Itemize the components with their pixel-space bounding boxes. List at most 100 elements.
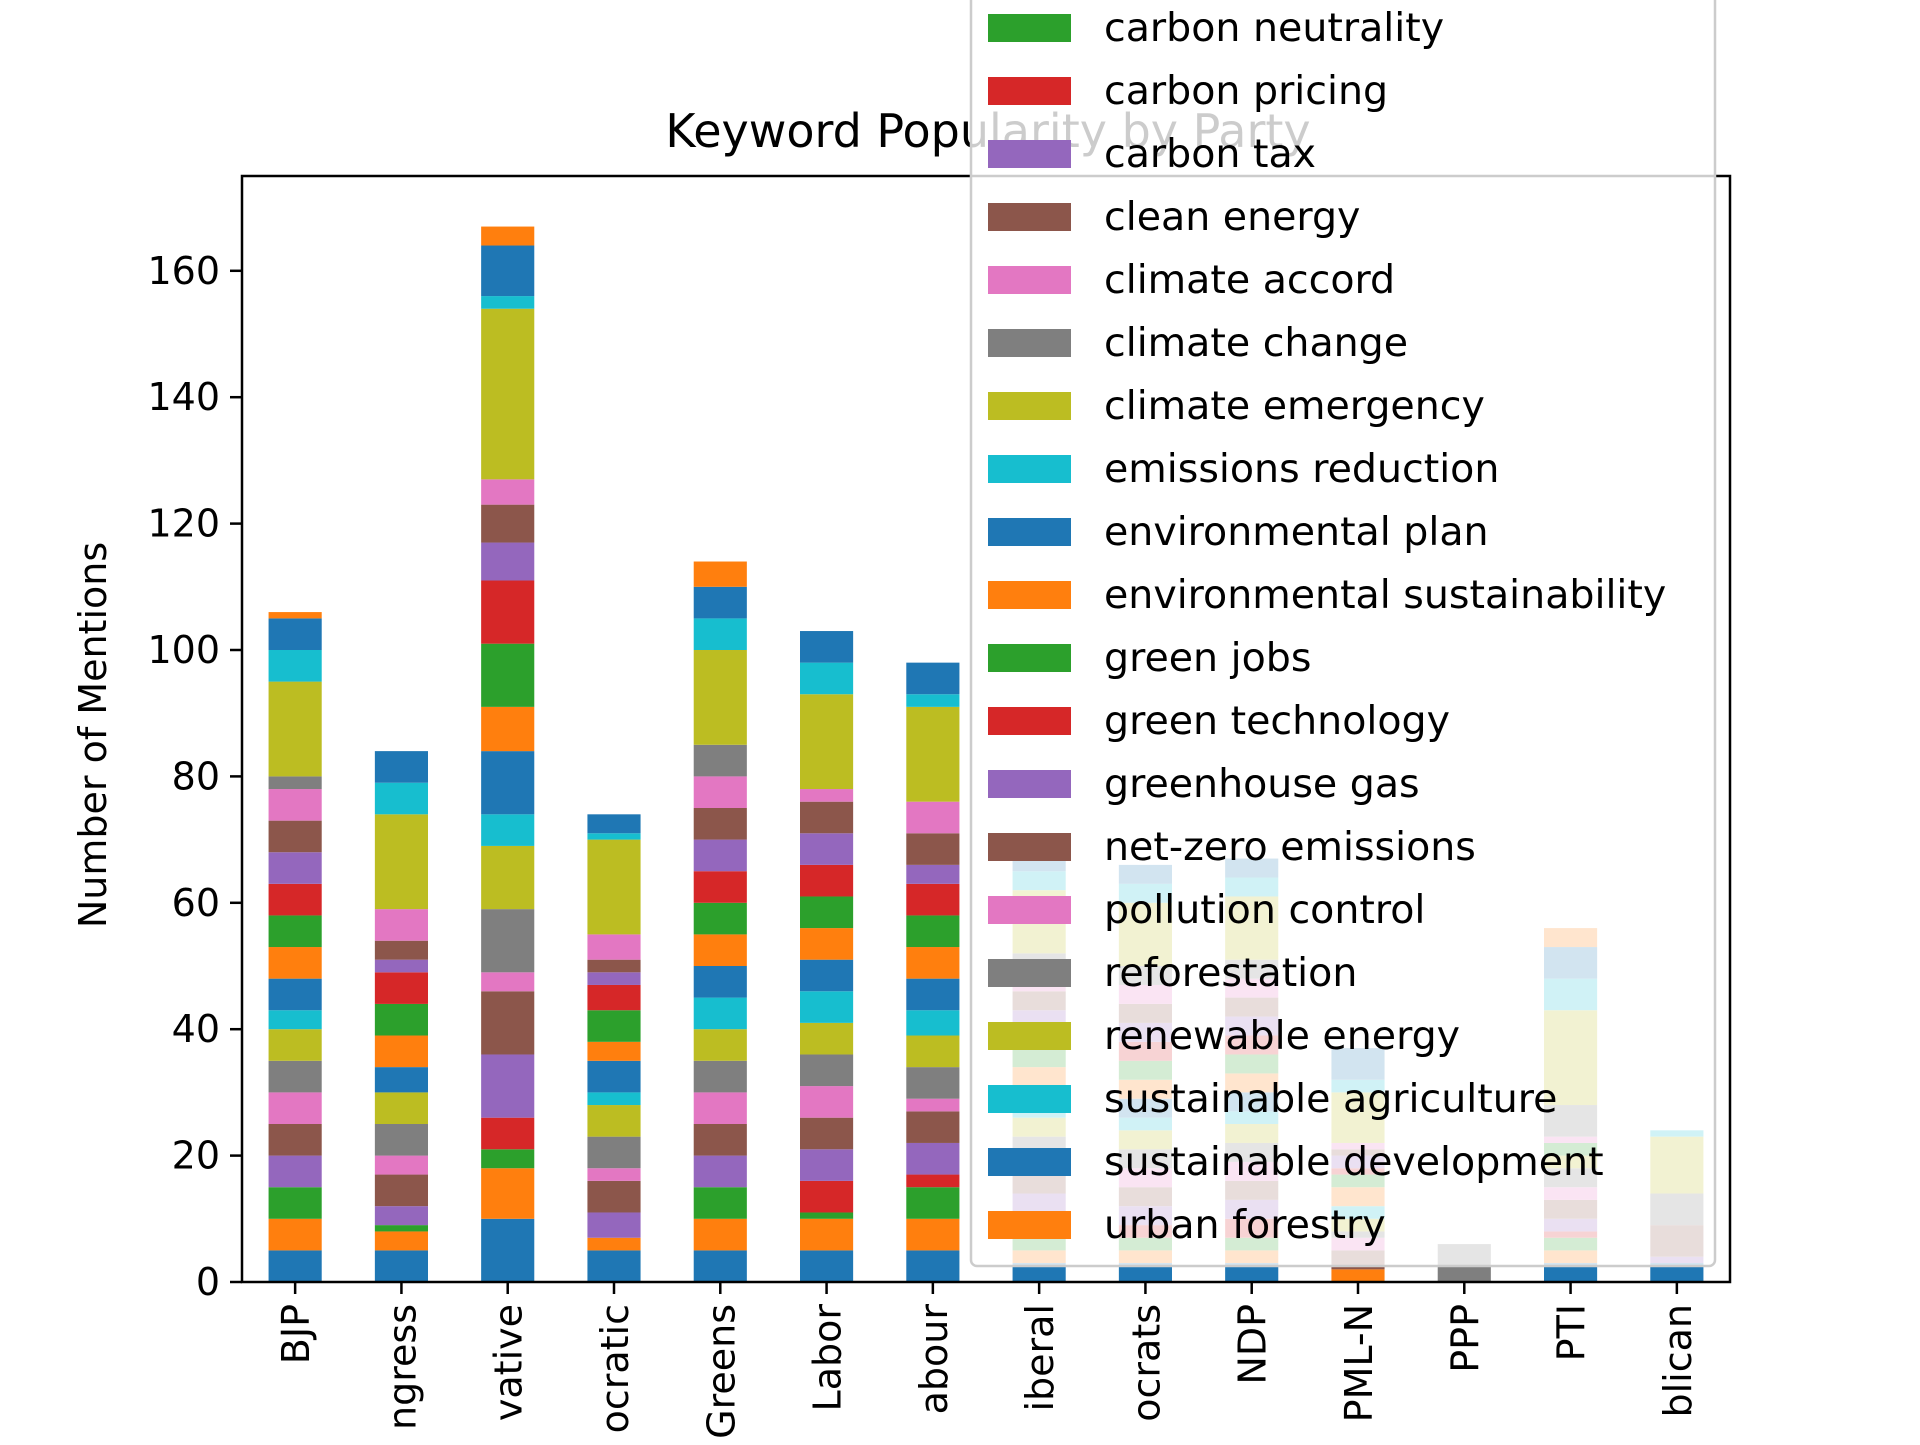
bar-segment <box>481 845 535 910</box>
legend-entry: greenhouse gas <box>988 761 1420 807</box>
x-tick-label: Greens <box>699 1304 743 1439</box>
bar-segment <box>800 1180 854 1213</box>
x-tick-label: PPP <box>1443 1304 1487 1373</box>
x-tick-label: blican <box>1656 1304 1700 1418</box>
legend-swatch <box>988 1085 1071 1113</box>
legend-entry: reforestation <box>988 950 1357 996</box>
bar-segment <box>587 1212 641 1238</box>
bar-segment <box>587 959 641 973</box>
bar-segment <box>481 706 535 752</box>
bar-segment <box>374 782 428 815</box>
y-axis: 0 20 40 60 80 100 120 140 160 <box>147 249 242 1304</box>
bar-segment <box>374 1124 428 1156</box>
legend-label: sustainable agriculture <box>1104 1076 1557 1122</box>
x-tick-label: ocrats <box>1124 1304 1168 1422</box>
legend-swatch <box>988 455 1071 483</box>
bar-segment <box>268 618 322 650</box>
bar-segment <box>587 1060 641 1093</box>
legend-label: net-zero emissions <box>1104 824 1476 870</box>
bar-segment <box>268 947 322 979</box>
bar-segment <box>481 972 535 992</box>
bar-segment <box>481 245 535 297</box>
bar-segment <box>374 1206 428 1226</box>
bar-segment <box>693 561 747 587</box>
bar-segment <box>268 1092 322 1124</box>
bar-stack-6 <box>800 631 854 1282</box>
bar-segment <box>587 1180 641 1213</box>
legend-entry: renewable energy <box>988 1013 1460 1059</box>
bar-segment <box>587 1105 641 1137</box>
bar-segment <box>587 814 641 834</box>
bar-segment <box>1225 1263 1279 1282</box>
legend-swatch <box>988 833 1071 861</box>
legend-label: emissions reduction <box>1104 446 1499 492</box>
bar-segment <box>587 984 641 1011</box>
y-tick-label: 160 <box>147 249 220 293</box>
legend-entry: carbon tax <box>988 131 1316 177</box>
bar-segment <box>800 1117 854 1150</box>
legend-swatch <box>988 644 1071 672</box>
bar-segment <box>374 1067 428 1093</box>
bar-segment <box>268 681 322 777</box>
x-tick-label: BJP <box>274 1304 318 1364</box>
y-tick-label: 140 <box>147 375 220 419</box>
legend-label: reforestation <box>1104 950 1357 996</box>
legend-entry: sustainable development <box>988 1139 1604 1185</box>
bar-segment <box>374 959 428 973</box>
legend-label: green jobs <box>1104 635 1311 681</box>
bar-segment <box>906 694 960 707</box>
legend-swatch <box>988 14 1071 42</box>
bar-segment <box>693 902 747 935</box>
bar-segment <box>374 1250 428 1282</box>
bar-segment <box>800 896 854 929</box>
bar-segment <box>693 997 747 1030</box>
bar-segment <box>800 864 854 897</box>
bar-segment <box>800 1149 854 1181</box>
x-axis: BJP ngress vative ocratic Greens Labor abour ib… <box>274 1282 1700 1439</box>
bar-segment <box>906 1218 960 1251</box>
bar-segment <box>693 1250 747 1282</box>
bar-segment <box>374 972 428 1004</box>
bar-segment <box>693 808 747 840</box>
legend-label: green technology <box>1104 698 1450 744</box>
bar-segment <box>693 1124 747 1156</box>
bar-segment <box>481 542 535 581</box>
bar-segment <box>374 1155 428 1175</box>
bar-segment <box>268 1218 322 1251</box>
bar-segment <box>800 801 854 834</box>
legend-swatch <box>988 77 1071 105</box>
bar-segment <box>906 1250 960 1282</box>
x-tick-label: iberal <box>1018 1304 1062 1412</box>
bar-segment <box>693 1218 747 1251</box>
bar-segment <box>906 1142 960 1175</box>
legend-swatch <box>988 770 1071 798</box>
bar-segment <box>1012 1263 1066 1282</box>
bar-segment <box>800 1022 854 1055</box>
bar-segment <box>481 479 535 505</box>
bar-segment <box>693 744 747 777</box>
bar-segment <box>481 308 535 480</box>
bar-segment <box>693 934 747 966</box>
x-tick-label: Labor <box>806 1304 850 1412</box>
bar-segment <box>693 586 747 619</box>
bar-segment <box>374 1174 428 1207</box>
bar-segment <box>906 1098 960 1112</box>
bar-segment <box>800 928 854 960</box>
legend-label: climate accord <box>1104 257 1395 303</box>
bar-segment <box>268 789 322 821</box>
legend-entry: emissions reduction <box>988 446 1499 492</box>
legend-label: greenhouse gas <box>1104 761 1420 807</box>
x-tick-label: vative <box>487 1304 531 1421</box>
bar-segment <box>268 820 322 853</box>
bar-segment <box>481 580 535 644</box>
bar-segment <box>906 1010 960 1036</box>
bar-segment <box>481 296 535 309</box>
bar-segment <box>268 1124 322 1156</box>
bar-segment <box>800 662 854 695</box>
bar-segment <box>481 909 535 973</box>
legend-swatch <box>988 392 1071 420</box>
legend-label: environmental sustainability <box>1104 572 1666 618</box>
bar-segment <box>1544 1263 1598 1282</box>
